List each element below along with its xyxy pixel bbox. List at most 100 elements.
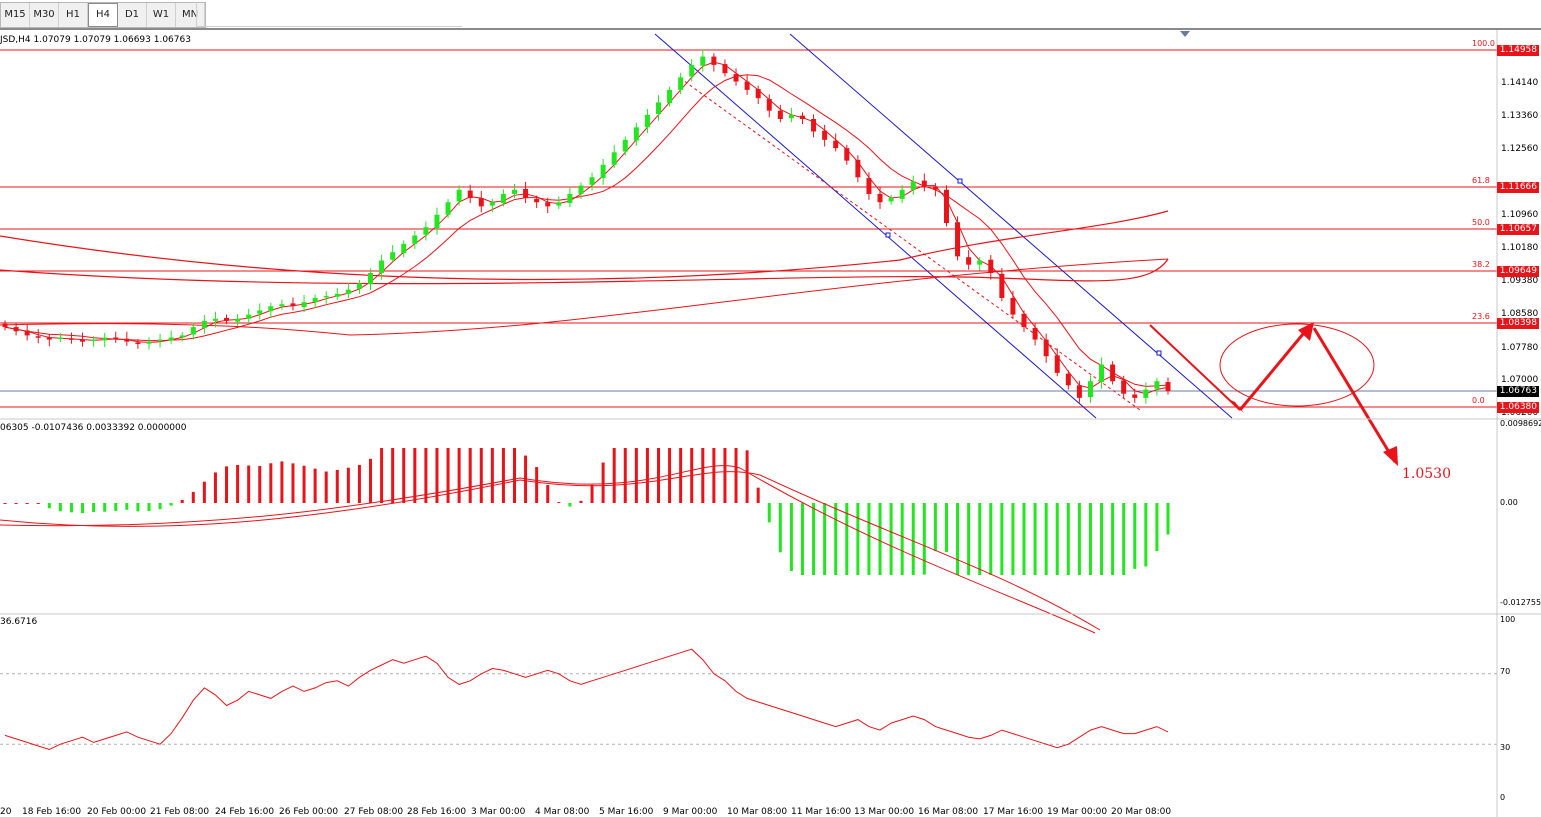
bear-candle (777, 110, 783, 120)
fib-pct-label: 23.6 (1472, 312, 1490, 321)
macd-bar (58, 503, 62, 512)
bear-candle (799, 115, 805, 120)
price-axis-label: 1.10960 (1501, 210, 1539, 221)
forecast-arrow-up (1238, 327, 1310, 411)
macd-bar (656, 448, 660, 503)
fib-pct-label: 61.8 (1472, 176, 1490, 185)
time-axis-label: 20 Feb 00:00 (87, 807, 147, 817)
timeframe-h1-button[interactable]: H1 (59, 3, 88, 27)
bear-candle (1076, 385, 1082, 398)
macd-bar (856, 503, 860, 575)
macd-bar (645, 448, 649, 503)
macd-bar (136, 503, 140, 512)
macd-bar (568, 503, 572, 507)
macd-bar (468, 448, 472, 503)
chart-shift-marker-icon[interactable] (1180, 31, 1190, 37)
bull-candle (655, 102, 661, 115)
bull-candle (157, 339, 163, 342)
timeframe-m30-button[interactable]: M30 (30, 3, 59, 27)
price-axis-label: 1.13360 (1501, 110, 1539, 121)
rsi-axis-0: 0 (1500, 793, 1506, 802)
bull-candle (500, 193, 506, 204)
bear-candle (744, 81, 750, 90)
bear-candle (478, 198, 484, 207)
macd-bar (313, 468, 317, 503)
timeframe-h4-button[interactable]: H4 (88, 3, 118, 27)
bull-candle (412, 235, 418, 244)
ma-long-line (0, 210, 1169, 281)
bull-candle (888, 198, 894, 202)
forecast-target-label: 1.0530 (1402, 466, 1451, 482)
macd-bar (745, 450, 749, 503)
bull-candle (235, 318, 241, 322)
price-chart[interactable] (0, 30, 1541, 817)
forecast-ellipse (1219, 323, 1375, 407)
macd-bar (424, 448, 428, 503)
bear-candle (467, 190, 473, 199)
bull-candle (334, 293, 340, 297)
time-axis-label: 4 Mar 08:00 (535, 807, 590, 817)
bull-candle (390, 252, 396, 260)
macd-bar (14, 503, 18, 504)
macd-bar (911, 503, 915, 575)
macd-signal-line (0, 471, 1101, 631)
bear-candle (844, 148, 850, 161)
bear-candle (811, 119, 817, 132)
ma-long2-line (0, 258, 1169, 285)
macd-bar (1133, 503, 1137, 569)
macd-bar (590, 484, 594, 503)
bear-candle (46, 337, 52, 340)
macd-bar (47, 503, 51, 509)
timeframe-m15-button[interactable]: M15 (1, 3, 30, 27)
macd-bar (291, 463, 295, 503)
macd-bar (357, 464, 361, 503)
macd-bar (900, 503, 904, 575)
bear-candle (24, 330, 30, 336)
macd-bar (800, 503, 804, 575)
macd-bar (36, 503, 40, 504)
macd-bar (114, 503, 118, 511)
rsi-axis-100: 100 (1500, 615, 1516, 624)
fib-price-tag: 1.08398 (1497, 318, 1539, 329)
bull-candle (489, 202, 495, 206)
price-axis-label: 1.07780 (1501, 342, 1539, 353)
macd-bar (158, 503, 162, 510)
timeframe-w1-button[interactable]: W1 (147, 3, 176, 27)
time-axis-label: 16 Mar 08:00 (918, 807, 979, 817)
price-axis-label: 1.10180 (1501, 242, 1539, 253)
fib-price-tag: 1.10657 (1497, 224, 1539, 235)
bull-candle (589, 177, 595, 185)
macd-bar (501, 448, 505, 503)
bear-candle (711, 56, 717, 65)
price-axis-label: 1.09380 (1501, 276, 1539, 287)
timeframe-d1-button[interactable]: D1 (118, 3, 147, 27)
macd-bar (679, 448, 683, 503)
fib-pct-label: 100.0 (1472, 39, 1495, 48)
bull-candle (556, 202, 562, 206)
bear-candle (68, 338, 74, 340)
macd-bar (258, 466, 262, 503)
time-axis-label: 3 Mar 00:00 (471, 807, 526, 817)
bear-candle (545, 202, 551, 207)
time-axis-label: 26 Feb 00:00 (279, 807, 339, 817)
timeframe-mn-button[interactable]: MN (176, 3, 205, 27)
macd-bar (513, 448, 517, 503)
time-axis-label: 27 Feb 08:00 (344, 807, 404, 817)
time-axis-label: 10 Mar 08:00 (727, 807, 788, 817)
bull-candle (667, 89, 673, 104)
channel-handle (885, 232, 891, 238)
price-axis-label: 1.08580 (1501, 309, 1539, 320)
macd-bar (767, 503, 771, 523)
macd-bar (25, 503, 29, 504)
forecast-arrows (1149, 322, 1398, 466)
bear-candle (822, 130, 828, 140)
macd-bar (756, 487, 760, 503)
bear-candle (932, 186, 938, 190)
bear-candle (877, 193, 883, 203)
bear-candle (943, 189, 949, 224)
bull-candle (356, 283, 362, 289)
macd-bar (125, 503, 129, 510)
macd-bar (634, 448, 638, 503)
rsi-axis-30: 30 (1500, 743, 1511, 752)
bull-candle (622, 139, 628, 152)
